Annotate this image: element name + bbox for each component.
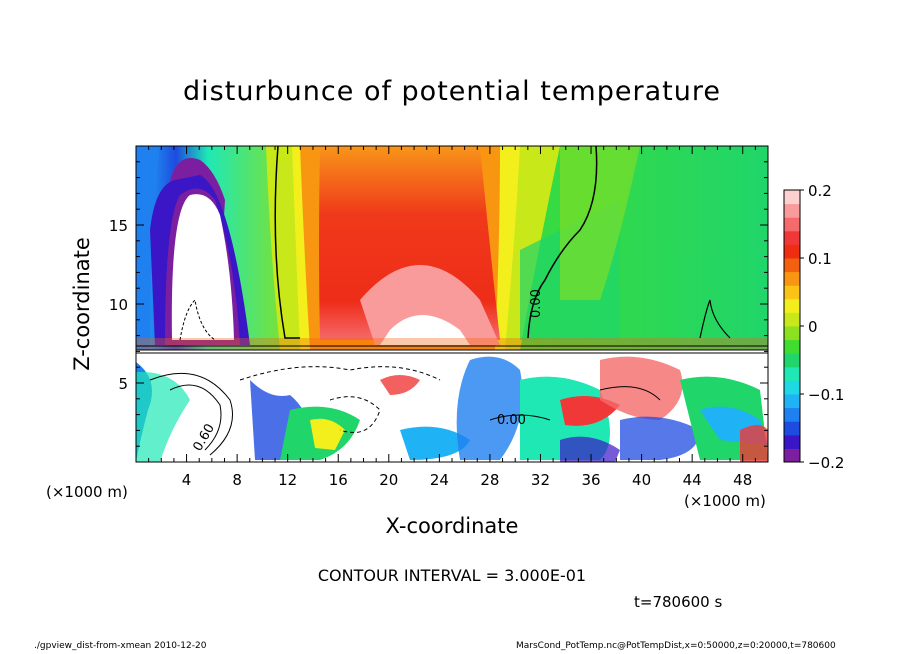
colorbar-tick-label: −0.1 xyxy=(808,386,844,404)
footer-left: ./gpview_dist-from-xmean 2010-12-20 xyxy=(34,641,207,651)
colorbar-swatch xyxy=(784,380,800,395)
colorbar-swatch xyxy=(784,421,800,436)
x-tick-label: 40 xyxy=(632,471,651,489)
x-tick-label: 32 xyxy=(531,471,550,489)
x-tick-label: 44 xyxy=(683,471,702,489)
heatmap-field xyxy=(136,146,768,462)
x-unit-label-left: (×1000 m) xyxy=(46,483,128,501)
x-tick-label: 48 xyxy=(733,471,752,489)
colorbar-swatch xyxy=(784,258,800,273)
colorbar: 0.2 0.1 0 −0.1 −0.2 xyxy=(783,182,844,472)
chart-title: disturbunce of potential temperature xyxy=(183,76,721,107)
colorbar-swatch xyxy=(784,326,800,341)
contour-interval: CONTOUR INTERVAL = 3.000E-01 xyxy=(317,566,587,585)
y-tick-label: 10 xyxy=(109,296,128,314)
y-tick-label: 5 xyxy=(118,375,128,393)
contour-label: 0.00 xyxy=(529,289,544,318)
x-tick-label: 4 xyxy=(182,471,192,489)
x-axis: 4 8 12 16 20 24 28 32 36 40 44 48 xyxy=(148,146,756,489)
y-axis: 5 10 15 xyxy=(109,161,768,447)
footer-right: MarsCond_PotTemp.nc@PotTempDist,x=0:5000… xyxy=(516,641,836,651)
x-tick-label: 12 xyxy=(278,471,297,489)
time-label: t=780600 s xyxy=(634,593,723,611)
colorbar-swatch xyxy=(784,366,800,381)
colorbar-swatch xyxy=(784,448,800,463)
colorbar-swatch xyxy=(784,190,800,205)
colorbar-swatch xyxy=(784,339,800,354)
colorbar-swatch xyxy=(784,217,800,232)
x-tick-label: 36 xyxy=(581,471,600,489)
colorbar-swatch xyxy=(784,407,800,422)
x-tick-label: 8 xyxy=(232,471,242,489)
colorbar-tick-label: −0.2 xyxy=(808,454,844,472)
colorbar-swatch xyxy=(784,394,800,409)
colorbar-swatch xyxy=(784,230,800,245)
colorbar-swatch xyxy=(784,312,800,327)
x-tick-label: 28 xyxy=(480,471,499,489)
contour-label: 0.00 xyxy=(497,413,526,428)
colorbar-swatch xyxy=(784,244,800,259)
colorbar-swatch xyxy=(784,353,800,368)
colorbar-swatch xyxy=(784,203,800,218)
y-tick-label: 15 xyxy=(109,217,128,235)
colorbar-swatch xyxy=(784,434,800,449)
colorbar-tick-label: 0.1 xyxy=(808,250,832,268)
x-tick-label: 20 xyxy=(379,471,398,489)
x-tick-label: 16 xyxy=(329,471,348,489)
x-axis-label: X-coordinate xyxy=(385,514,519,538)
y-axis-label: Z-coordinate xyxy=(70,237,94,371)
colorbar-swatch xyxy=(784,298,800,313)
colorbar-swatch xyxy=(784,285,800,300)
x-unit-label-right: (×1000 m) xyxy=(684,492,766,510)
x-tick-label: 24 xyxy=(430,471,449,489)
colorbar-tick-label: 0 xyxy=(808,318,818,336)
colorbar-swatch xyxy=(784,271,800,286)
colorbar-tick-label: 0.2 xyxy=(808,182,832,200)
